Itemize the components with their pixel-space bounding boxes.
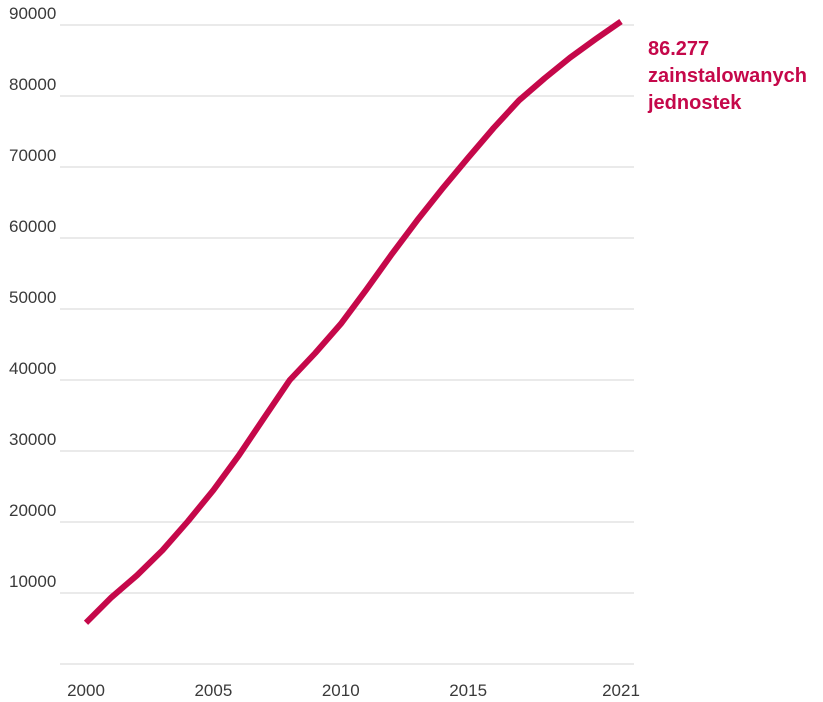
y-tick-label-80000: 80000 — [9, 75, 56, 94]
x-tick-label-2005: 2005 — [194, 681, 232, 700]
y-tick-label-20000: 20000 — [9, 501, 56, 520]
x-tick-label-2015: 2015 — [449, 681, 487, 700]
y-tick-label-50000: 50000 — [9, 288, 56, 307]
y-tick-label-70000: 70000 — [9, 146, 56, 165]
gridlines — [60, 24, 634, 665]
x-tick-label-2010: 2010 — [322, 681, 360, 700]
annotation-line-3: jednostek — [648, 92, 742, 114]
y-axis-tick-labels: 10000 20000 30000 40000 50000 60000 70000 80000… — [9, 4, 56, 591]
annotation-value: 86.277 — [648, 38, 710, 60]
y-tick-label-10000: 10000 — [9, 572, 56, 591]
x-axis-tick-labels: 2000 2005 2010 2015 2021 — [67, 681, 640, 700]
annotation-line-2: zainstalowanych — [648, 65, 807, 87]
y-tick-label-30000: 30000 — [9, 430, 56, 449]
y-tick-label-90000: 90000 — [9, 4, 56, 23]
x-tick-label-2021: 2021 — [602, 681, 640, 700]
y-tick-label-40000: 40000 — [9, 359, 56, 378]
series-layer — [83, 19, 623, 625]
endpoint-annotation: 86.277 zainstalowanych jednostek — [648, 36, 807, 117]
series-line-0 — [83, 19, 623, 625]
y-tick-label-60000: 60000 — [9, 217, 56, 236]
x-tick-label-2000: 2000 — [67, 681, 105, 700]
